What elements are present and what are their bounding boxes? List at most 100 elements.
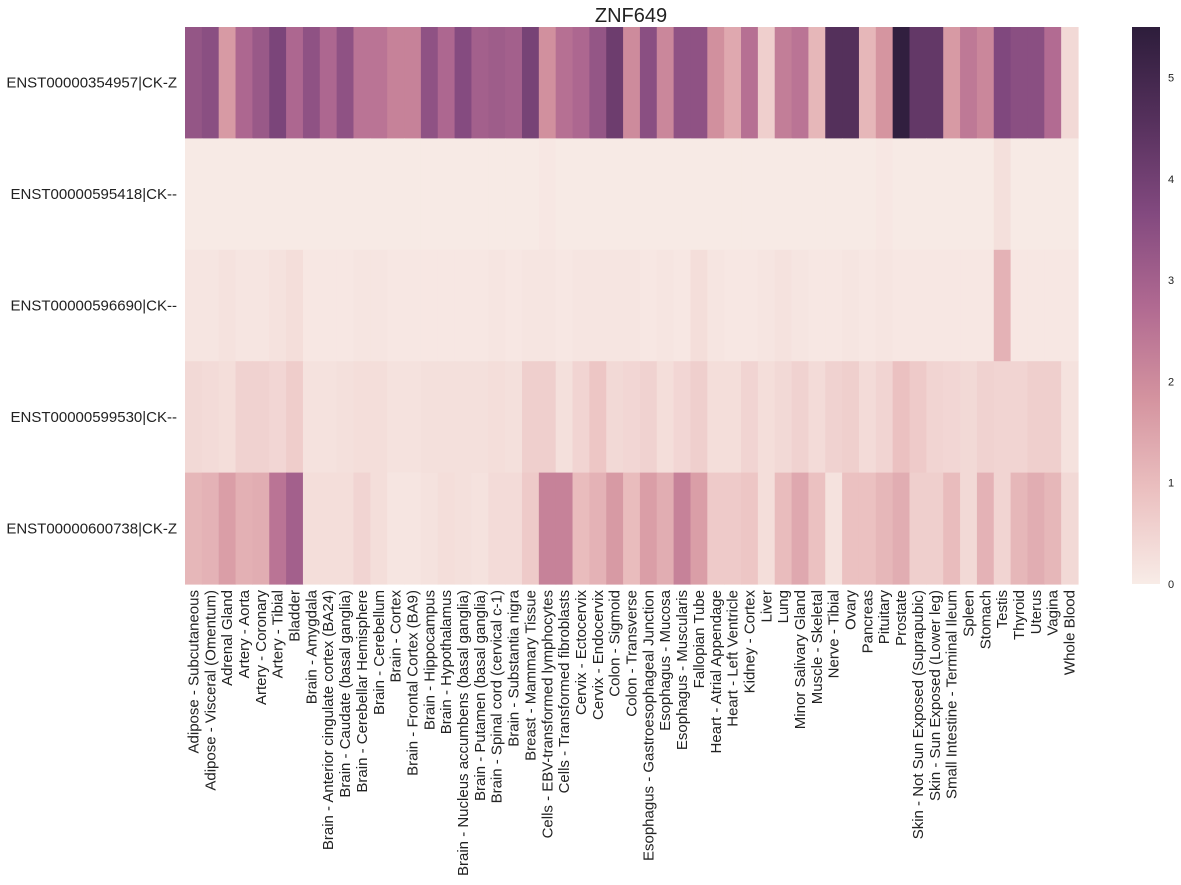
heatmap-cell [302,472,321,585]
heatmap-cell [488,27,506,139]
heatmap-cell [757,138,776,251]
heatmap-cell [555,138,574,251]
heatmap-cell [420,249,439,362]
heatmap-cell [353,361,371,474]
heatmap-cell [201,361,220,474]
column-label: Esophagus - Mucosa [657,589,674,731]
heatmap-cell [639,249,658,362]
heatmap-cell [353,472,371,585]
heatmap-cell [488,472,506,585]
heatmap-cell [235,27,253,139]
heatmap-cell [1061,361,1079,474]
heatmap-cell [909,27,927,139]
heatmap-cell [724,249,742,362]
column-label: Lung [775,590,792,623]
heatmap-cell [606,361,624,474]
heatmap-cell [471,27,489,139]
heatmap-cell [218,27,237,139]
heatmap-cell [960,472,978,585]
column-label: Brain - Putamen (basal ganglia) [472,590,489,801]
heatmap-cell [201,472,220,585]
heatmap-cell [319,472,338,585]
column-label: Cervix - Endocervix [590,590,607,721]
heatmap-cell [218,361,237,474]
row-labels: ENST00000354957|CK-Z ENST00000595418|CK--… [6,75,177,538]
heatmap-cell [185,249,203,362]
heatmap-cell [235,249,253,362]
heatmap-cell [1027,472,1045,585]
heatmap-cell [943,249,961,362]
heatmap-cell [505,472,523,585]
heatmap-cell [201,27,220,139]
heatmap-cell [892,138,911,251]
heatmap-cell [909,361,927,474]
heatmap-cell [387,138,405,251]
column-label: Brain - Spinal cord (cervical c-1) [489,590,506,803]
heatmap-cell [269,361,287,474]
heatmap-cell [858,138,877,251]
column-label: Brain - Anterior cingulate cortex (BA24) [320,590,337,850]
heatmap-cell [926,361,944,474]
heatmap-cell [842,249,860,362]
heatmap-cell [741,27,759,139]
heatmap-cell [1044,472,1062,585]
column-label: Spleen [960,590,977,637]
heatmap-cell [808,249,826,362]
heatmap-cell [185,361,203,474]
column-label: Adrenal Gland [219,590,236,686]
colorbar-tick-label: 0 [1168,579,1174,591]
heatmap-cell [488,138,506,251]
heatmap-cell [521,138,540,251]
heatmap-cell [454,138,473,251]
column-label: Skin - Sun Exposed (Lower leg) [927,590,944,801]
heatmap-cell [437,249,456,362]
heatmap-cell [875,472,894,585]
heatmap-cell [1027,27,1045,139]
heatmap-cell [404,138,422,251]
heatmap-cell [505,361,523,474]
column-label: Skin - Not Sun Exposed (Suprapubic) [910,590,927,839]
column-label: Uterus [1028,590,1045,634]
heatmap-cell [976,472,995,585]
heatmap-cell [892,27,911,139]
heatmap-cell [707,249,725,362]
heatmap-cell [387,361,405,474]
heatmap-cell [252,27,270,139]
column-label: Testis [994,590,1011,628]
heatmap-cell [943,361,961,474]
heatmap-cell [454,249,473,362]
heatmap-cell [589,138,607,251]
heatmap-cell [875,249,894,362]
heatmap-cell [252,138,270,251]
heatmap-cell [875,361,894,474]
heatmap-cell [1010,27,1029,139]
heatmap-cell [875,138,894,251]
heatmap-cell [842,27,860,139]
heatmap-cell [858,27,877,139]
heatmap-cell [420,472,439,585]
heatmap-cell [454,361,473,474]
heatmap-cell [336,361,355,474]
heatmap-cell [842,138,860,251]
heatmap-cell [656,27,675,139]
heatmap-cell [673,27,692,139]
heatmap-cell [858,249,877,362]
heatmap-cell [1044,361,1062,474]
heatmap-cell [791,361,810,474]
heatmap-cell [269,27,287,139]
heatmap-cell [1044,249,1062,362]
column-label: Brain - Cortex [388,590,405,683]
chart-title: ZNF649 [595,5,667,27]
heatmap-cell [235,361,253,474]
column-label: Brain - Cerebellum [371,590,388,715]
column-label: Adipose - Subcutaneous [185,590,202,753]
heatmap-cell [471,472,489,585]
heatmap-cell [286,472,304,585]
heatmap-cell [319,138,338,251]
heatmap-cell [404,361,422,474]
heatmap-cell [336,138,355,251]
heatmap-cell [741,361,759,474]
heatmap-cell [825,361,843,474]
heatmap-cell [673,249,692,362]
colorbar-tick-label: 1 [1168,478,1174,490]
